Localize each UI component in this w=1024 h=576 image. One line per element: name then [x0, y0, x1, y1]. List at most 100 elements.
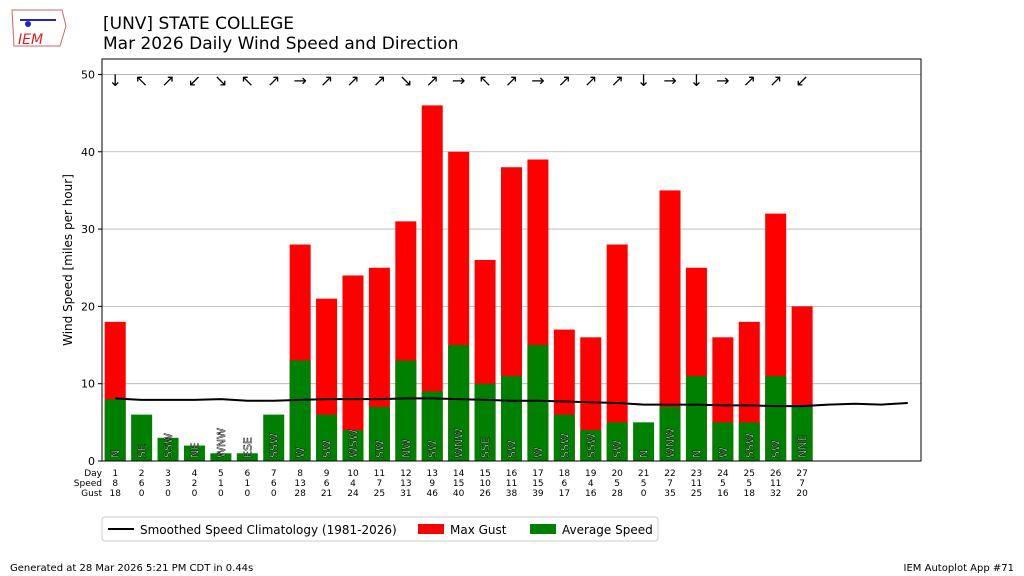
- wind-direction-arrow: ↗: [320, 71, 333, 90]
- direction-label: SSW: [743, 433, 756, 458]
- speed-bar: [606, 422, 628, 461]
- gust-value: 18: [744, 489, 756, 499]
- day-value: 3: [165, 469, 171, 479]
- wind-direction-arrow: →: [452, 71, 465, 90]
- direction-label: SSW: [558, 433, 571, 458]
- speed-value: 11: [691, 479, 702, 489]
- direction-label: SW: [426, 440, 439, 458]
- wind-direction-arrow: →: [716, 71, 729, 90]
- speed-bar: [395, 360, 417, 461]
- legend-box: [101, 516, 659, 542]
- speed-bar: [659, 406, 681, 461]
- gust-value: 38: [506, 489, 518, 499]
- wind-direction-arrow: ↗: [769, 71, 782, 90]
- gust-value: 18: [109, 489, 121, 499]
- speed-value: 6: [139, 479, 145, 489]
- speed-value: 5: [720, 479, 726, 489]
- day-value: 2: [139, 469, 145, 479]
- gust-value: 0: [271, 489, 277, 499]
- app-footer: IEM Autoplot App #71: [903, 563, 1014, 574]
- legend-speed-swatch: [530, 524, 556, 534]
- direction-label: SSW: [162, 433, 175, 458]
- gust-value: 40: [453, 489, 465, 499]
- direction-label: ESE: [241, 437, 254, 458]
- direction-label: SW: [611, 440, 624, 458]
- speed-value: 5: [746, 479, 752, 489]
- direction-label: SW: [373, 440, 386, 458]
- gust-value: 28: [611, 489, 623, 499]
- speed-value: 13: [294, 479, 305, 489]
- day-value: 20: [611, 469, 623, 479]
- day-value: 9: [324, 469, 330, 479]
- speed-value: 13: [400, 479, 411, 489]
- wind-direction-arrow: ↙: [795, 71, 808, 90]
- gust-value: 16: [717, 489, 729, 499]
- wind-direction-arrow: ↓: [690, 71, 703, 90]
- speed-bar: [342, 430, 364, 461]
- wind-direction-arrow: ↗: [373, 71, 386, 90]
- legend-gust-swatch: [418, 524, 444, 534]
- wind-direction-arrow: →: [531, 71, 544, 90]
- speed-value: 11: [506, 479, 517, 489]
- day-value: 27: [796, 469, 807, 479]
- gust-value: 0: [139, 489, 145, 499]
- wind-direction-arrow: ↗: [346, 71, 359, 90]
- speed-bar: [765, 375, 787, 461]
- speed-value: 3: [165, 479, 171, 489]
- gust-value: 0: [218, 489, 224, 499]
- gust-value: 31: [400, 489, 411, 499]
- gust-value: 0: [244, 489, 250, 499]
- gust-value: 39: [532, 489, 544, 499]
- direction-label: N: [109, 450, 122, 458]
- speed-bar: [553, 414, 575, 461]
- day-value: 14: [453, 469, 465, 479]
- wind-direction-arrow: ↘: [399, 71, 412, 90]
- gust-value: 21: [321, 489, 332, 499]
- speed-value: 7: [667, 479, 673, 489]
- day-value: 18: [559, 469, 571, 479]
- gust-bar: [659, 190, 681, 461]
- speed-value: 8: [112, 479, 118, 489]
- wind-direction-arrow: →: [293, 71, 306, 90]
- speed-bar: [157, 437, 179, 461]
- speed-bar: [712, 422, 734, 461]
- day-value: 12: [400, 469, 411, 479]
- wind-direction-arrow: ↘: [214, 71, 227, 90]
- gust-value: 24: [347, 489, 359, 499]
- legend-clim-label: Smoothed Speed Climatology (1981-2026): [140, 523, 397, 537]
- day-value: 8: [297, 469, 303, 479]
- direction-label: SW: [321, 440, 334, 458]
- speed-value: 15: [453, 479, 464, 489]
- chart-subtitle: Mar 2026 Daily Wind Speed and Direction: [103, 34, 459, 54]
- wind-direction-arrow: ↗: [505, 71, 518, 90]
- y-tick-label: 20: [81, 300, 95, 313]
- speed-bar: [183, 445, 205, 461]
- generated-footer: Generated at 28 Mar 2026 5:21 PM CDT in …: [10, 563, 254, 574]
- speed-value: 2: [192, 479, 198, 489]
- y-tick-label: 50: [81, 68, 95, 81]
- direction-label: NE: [188, 443, 201, 458]
- wind-direction-arrow: ↗: [584, 71, 597, 90]
- direction-label: WNW: [215, 428, 228, 458]
- gust-value: 46: [427, 489, 439, 499]
- day-value: 23: [691, 469, 702, 479]
- speed-value: 4: [350, 479, 356, 489]
- direction-label: N: [690, 450, 703, 458]
- direction-label: W: [294, 447, 307, 458]
- direction-label: SSW: [268, 433, 281, 458]
- legend-gust-label: Max Gust: [450, 523, 507, 537]
- speed-bar: [316, 414, 338, 461]
- gust-bar: [421, 105, 443, 461]
- row-label: Gust: [81, 489, 102, 499]
- day-value: 19: [585, 469, 597, 479]
- speed-value: 6: [561, 479, 567, 489]
- day-value: 26: [770, 469, 782, 479]
- day-value: 21: [638, 469, 649, 479]
- gust-value: 25: [374, 489, 385, 499]
- gust-value: 16: [585, 489, 597, 499]
- speed-bar: [791, 406, 813, 461]
- speed-value: 10: [479, 479, 491, 489]
- speed-value: 6: [271, 479, 277, 489]
